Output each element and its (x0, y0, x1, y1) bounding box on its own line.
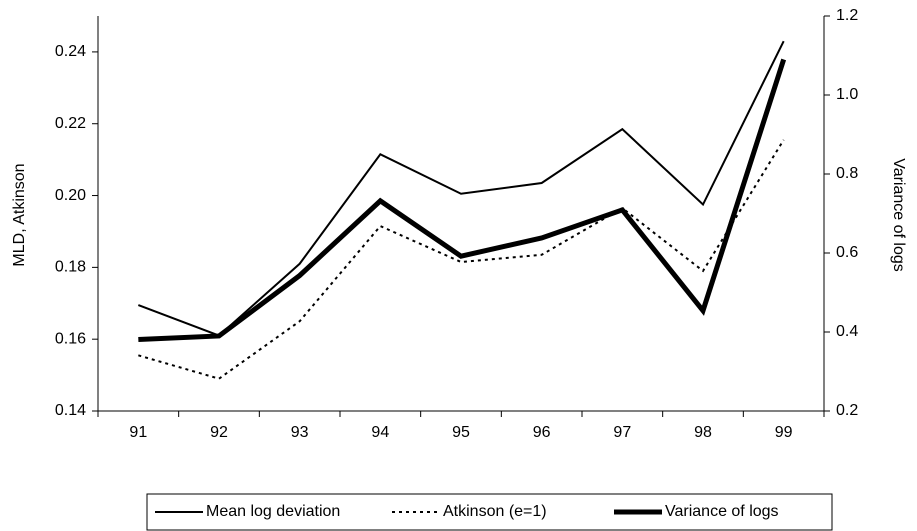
x-tick-label: 96 (533, 424, 551, 441)
y2-tick-label: 0.6 (836, 244, 858, 261)
y-tick-label: 0.24 (55, 43, 86, 60)
legend-label: Atkinson (e=1) (443, 503, 547, 520)
y2-axis-label: Variance of logs (890, 158, 907, 272)
x-tick-label: 94 (371, 424, 389, 441)
y-axis-label: MLD, Atkinson (11, 163, 28, 266)
legend-box (146, 493, 833, 531)
y2-tick-label: 1.0 (836, 86, 858, 103)
y2-tick-label: 0.4 (836, 323, 858, 340)
x-tick-label: 92 (210, 424, 228, 441)
series-line (138, 139, 785, 380)
x-tick-label: 95 (452, 424, 470, 441)
x-tick-label: 98 (694, 424, 712, 441)
y-tick-label: 0.14 (55, 402, 86, 419)
series-line (138, 58, 787, 343)
y-tick-label: 0.16 (55, 330, 86, 347)
x-tick-label: 99 (775, 424, 793, 441)
x-tick-label: 97 (613, 424, 631, 441)
y-tick-label: 0.18 (55, 259, 86, 276)
y2-tick-label: 0.2 (836, 402, 858, 419)
legend-label: Variance of logs (665, 503, 779, 520)
y2-tick-label: 1.2 (836, 7, 858, 24)
legend-label: Mean log deviation (206, 503, 340, 520)
y2-tick-label: 0.8 (836, 165, 858, 182)
series-line (137, 40, 785, 337)
y-tick-label: 0.22 (55, 115, 86, 132)
x-tick-label: 93 (291, 424, 309, 441)
y-tick-label: 0.20 (55, 187, 86, 204)
x-tick-label: 91 (129, 424, 147, 441)
